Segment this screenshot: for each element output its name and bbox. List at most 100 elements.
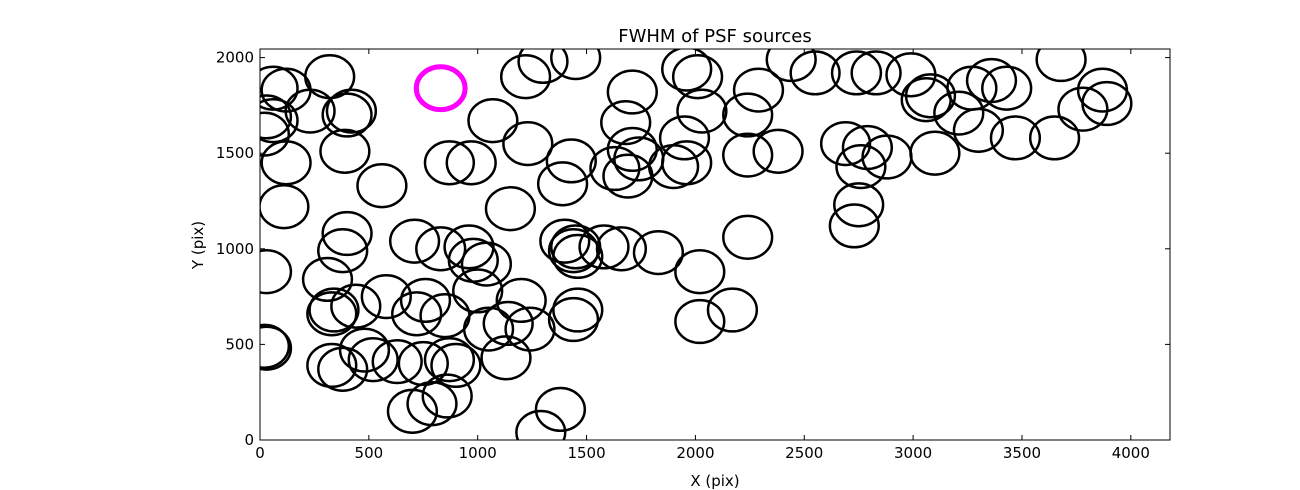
source-marker <box>835 143 887 190</box>
source-marker <box>423 140 476 186</box>
source-marker <box>347 337 399 383</box>
source-marker <box>578 224 630 270</box>
source-marker <box>371 338 423 385</box>
source-marker <box>421 373 473 419</box>
source-marker <box>495 277 547 324</box>
source-marker <box>447 237 499 283</box>
source-marker <box>423 337 476 383</box>
source-marker <box>661 49 713 92</box>
source-marker <box>338 327 391 373</box>
source-marker <box>606 69 658 115</box>
source-marker <box>965 57 1018 104</box>
source-marker <box>789 50 841 96</box>
source-marker <box>260 140 312 186</box>
source-marker <box>306 291 358 337</box>
source-marker <box>552 287 604 333</box>
y-tick-label: 1500 <box>216 144 254 162</box>
source-marker <box>445 140 497 186</box>
source-marker <box>360 273 412 320</box>
source-marker <box>676 88 728 134</box>
source-marker <box>850 50 902 96</box>
source-marker <box>989 115 1042 161</box>
source-marker <box>308 287 360 333</box>
source-marker <box>981 65 1033 111</box>
source-marker <box>430 342 482 389</box>
x-tick-label: 500 <box>355 444 384 462</box>
source-marker <box>658 115 711 161</box>
source-marker <box>722 132 774 178</box>
source-marker <box>330 283 382 329</box>
source-marker <box>467 98 519 144</box>
source-marker <box>722 92 774 138</box>
x-tick-label: 1000 <box>459 444 497 462</box>
source-marker <box>706 287 759 333</box>
x-tick-label: 2000 <box>676 444 714 462</box>
source-marker <box>752 128 804 174</box>
source-marker <box>406 381 458 427</box>
source-marker <box>260 184 310 230</box>
source-marker <box>462 306 515 352</box>
source-marker <box>545 138 597 184</box>
source-marker <box>260 323 291 369</box>
source-marker <box>391 291 443 337</box>
y-tick-label: 500 <box>225 335 254 353</box>
source-marker <box>900 77 952 123</box>
source-marker <box>828 203 880 249</box>
source-marker <box>550 49 602 81</box>
source-marker <box>547 296 600 343</box>
source-marker <box>321 92 373 138</box>
source-marker <box>632 229 685 276</box>
source-marker <box>419 293 471 339</box>
ticks-layer: 0 500 1000 1500 2000 2500 3000 3500 4000 0 500 1000… <box>216 49 1170 462</box>
source-marker <box>319 128 371 174</box>
source-marker <box>260 325 293 371</box>
source-marker <box>904 73 957 119</box>
y-axis-label: Y (pix) <box>189 221 207 270</box>
source-marker <box>534 386 587 433</box>
source-marker <box>1076 67 1129 113</box>
y-tick-label: 0 <box>244 431 254 449</box>
source-marker <box>674 298 726 345</box>
source-marker <box>1035 49 1087 83</box>
chart-title: FWHM of PSF sources <box>618 26 812 47</box>
source-marker <box>317 228 369 274</box>
source-marker <box>952 107 1005 153</box>
source-marker <box>304 54 356 100</box>
x-tick-label: 1500 <box>567 444 605 462</box>
source-marker <box>260 98 299 144</box>
source-marker <box>671 54 724 100</box>
source-marker <box>317 346 369 392</box>
source-marker <box>325 88 378 134</box>
y-tick-label: 2000 <box>216 49 254 67</box>
source-marker <box>517 49 569 85</box>
source-marker <box>415 226 467 272</box>
source-marker <box>388 218 441 264</box>
x-tick-label: 4000 <box>1112 444 1150 462</box>
source-marker <box>1081 80 1133 127</box>
source-marker <box>321 210 373 257</box>
source-marker <box>482 300 534 347</box>
source-marker <box>819 120 872 167</box>
source-marker <box>356 163 408 209</box>
source-marker <box>732 67 785 113</box>
source-marker <box>933 90 985 136</box>
source-marker <box>830 50 883 96</box>
x-tick-label: 3000 <box>894 444 932 462</box>
plot-frame <box>259 48 1171 441</box>
x-tick-label: 2500 <box>785 444 823 462</box>
source-marker <box>539 218 591 264</box>
source-marker <box>861 134 913 180</box>
source-marker <box>301 256 354 303</box>
x-tick-label: 3500 <box>1003 444 1041 462</box>
source-marker <box>260 94 293 140</box>
source-marker <box>550 224 602 270</box>
source-marker <box>606 126 658 173</box>
points-layer <box>260 49 1133 440</box>
source-marker <box>484 186 537 232</box>
source-marker <box>536 161 589 207</box>
source-marker <box>515 409 567 440</box>
source-marker <box>595 226 648 272</box>
source-marker <box>1028 115 1081 161</box>
source-marker <box>674 249 726 295</box>
